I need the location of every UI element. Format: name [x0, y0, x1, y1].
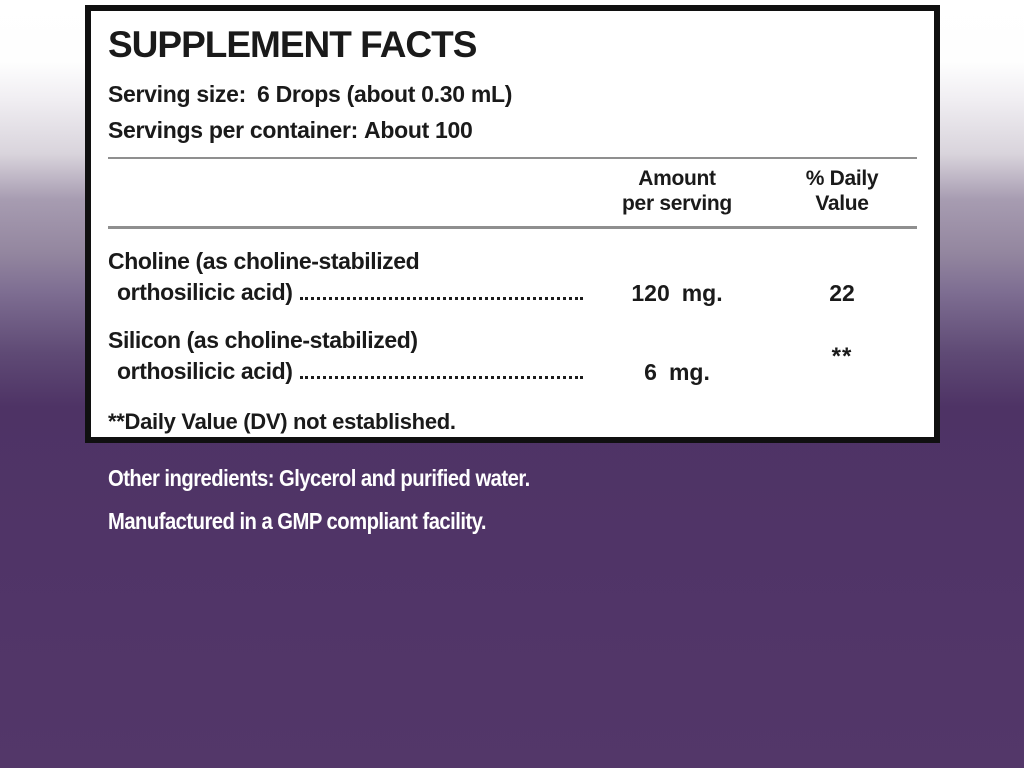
- daily-value-cell: **: [831, 343, 853, 370]
- column-header-daily-value: % Daily Value: [767, 167, 917, 217]
- column-header-amount-line1: Amount: [638, 167, 716, 191]
- amount-cell: 120 mg.: [587, 280, 767, 308]
- rule-above-headers: [108, 157, 917, 160]
- panel-title: SUPPLEMENT FACTS: [108, 24, 477, 65]
- servings-per-container-label: Servings per container:: [108, 117, 359, 144]
- ingredient-name: Choline (as choline-stabilized orthosili…: [108, 246, 587, 308]
- column-header-amount-line2: per serving: [622, 192, 732, 216]
- supplement-facts-panel: SUPPLEMENT FACTS Serving size: 6 Drops (a…: [85, 5, 940, 443]
- column-header-spacer: [108, 167, 587, 217]
- rule-below-headers: [108, 225, 917, 229]
- amount-value: 6: [644, 359, 657, 385]
- dots-leader: [299, 375, 583, 379]
- amount-cell: 6 mg.: [587, 359, 767, 387]
- column-header-row: Amount per serving % Daily Value: [108, 159, 917, 226]
- ingredient-name: Silicon (as choline-stabilized) orthosil…: [108, 325, 587, 387]
- serving-size-line: Serving size: 6 Drops (about 0.30 mL): [108, 76, 917, 113]
- other-ingredients-text: Other ingredients: Glycerol and purified…: [108, 465, 530, 491]
- ingredient-row-silicon: Silicon (as choline-stabilized) orthosil…: [108, 325, 917, 387]
- amount-unit: mg.: [681, 279, 723, 306]
- manufactured-text: Manufactured in a GMP compliant facility…: [108, 508, 487, 534]
- ingredient-name-line1: Choline (as choline-stabilized: [108, 247, 420, 274]
- amount-value: 120: [631, 279, 670, 306]
- column-header-amount: Amount per serving: [587, 167, 767, 217]
- serving-size-label: Serving size:: [108, 80, 246, 107]
- daily-value-footnote: **Daily Value (DV) not established.: [108, 409, 456, 434]
- ingredient-name-line2: orthosilicic acid): [108, 356, 587, 387]
- amount-unit: mg.: [668, 359, 710, 385]
- ingredient-name-line2: orthosilicic acid): [108, 277, 587, 308]
- ingredient-row-choline: Choline (as choline-stabilized orthosili…: [108, 246, 917, 308]
- dots-leader: [299, 296, 583, 300]
- ingredient-name-line1: Silicon (as choline-stabilized): [108, 326, 418, 353]
- column-header-dv-line1: % Daily: [805, 167, 879, 191]
- servings-per-container-value: About 100: [364, 117, 473, 144]
- serving-size-value: 6 Drops (about 0.30 mL): [257, 80, 513, 107]
- servings-per-container-line: Servings per container: About 100: [108, 112, 917, 149]
- daily-value-cell: 22: [829, 279, 855, 306]
- column-header-dv-line2: Value: [815, 192, 869, 216]
